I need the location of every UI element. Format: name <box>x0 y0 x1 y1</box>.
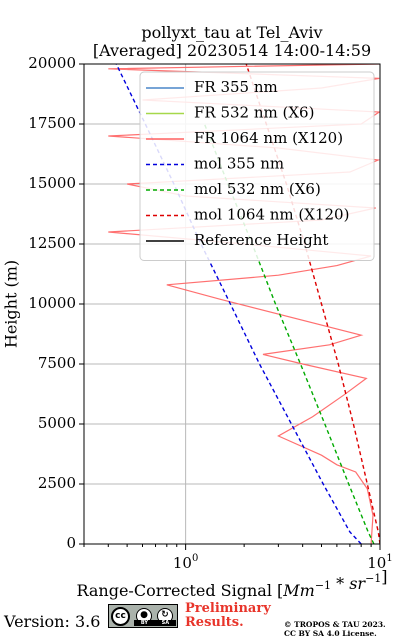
axes: 0 2500 5000 7500 10000 12500 15000 17500 20000 10… <box>28 54 392 572</box>
legend-label: FR 532 nm (X6) <box>194 104 314 122</box>
legend-label: FR 355 nm <box>194 78 278 96</box>
y-tick-label: 2500 <box>38 474 76 492</box>
x-tick-label: 100 <box>173 553 198 572</box>
preliminary-line-1: Preliminary <box>185 601 271 616</box>
badge-by-text: BY <box>140 620 148 626</box>
preliminary-notice: Preliminary Results. <box>185 602 271 630</box>
copyright-notice: © TROPOS & TAU 2023. CC BY SA 4.0 Licens… <box>284 620 386 638</box>
y-tick-label: 10000 <box>28 294 76 312</box>
x-axis-label: Range-Corrected Signal [Mm−1 * sr−1] <box>76 567 387 600</box>
y-tick-label: 5000 <box>38 414 76 432</box>
y-tick-label: 0 <box>66 534 76 552</box>
chart-subtitle: [Averaged] 20230514 14:00-14:59 <box>92 41 372 60</box>
preliminary-line-2: Results. <box>185 615 244 630</box>
badge-sa-text: SA <box>161 620 170 626</box>
legend: FR 355 nm FR 532 nm (X6) FR 1064 nm (X120)… <box>139 71 375 261</box>
y-tick-label: 17500 <box>28 114 76 132</box>
y-tick-label: 15000 <box>28 174 76 192</box>
series-line-mol-355-nm <box>115 64 362 544</box>
chart-title: pollyxt_tau at Tel_Aviv <box>141 23 323 42</box>
legend-box <box>139 71 375 261</box>
version-label: Version: 3.6 <box>4 612 101 631</box>
legend-label: mol 355 nm <box>194 155 284 173</box>
legend-label: mol 1064 nm (X120) <box>194 206 349 224</box>
copyright-line-2: CC BY SA 4.0 License. <box>284 629 377 638</box>
legend-label: Reference Height <box>194 231 328 249</box>
cc-license-badge[interactable]: cc ● ↻ BY SA <box>108 604 178 628</box>
legend-label: FR 1064 nm (X120) <box>194 129 343 147</box>
legend-label: mol 532 nm (X6) <box>194 180 321 198</box>
copyright-line-1: © TROPOS & TAU 2023. <box>284 620 386 629</box>
y-axis-label: Height (m) <box>2 260 21 348</box>
x-tick-label: 101 <box>367 553 392 572</box>
y-tick-label: 12500 <box>28 234 76 252</box>
y-tick-label: 7500 <box>38 354 76 372</box>
y-tick-label: 20000 <box>28 54 76 72</box>
cc-logo-icon: cc <box>111 607 130 626</box>
